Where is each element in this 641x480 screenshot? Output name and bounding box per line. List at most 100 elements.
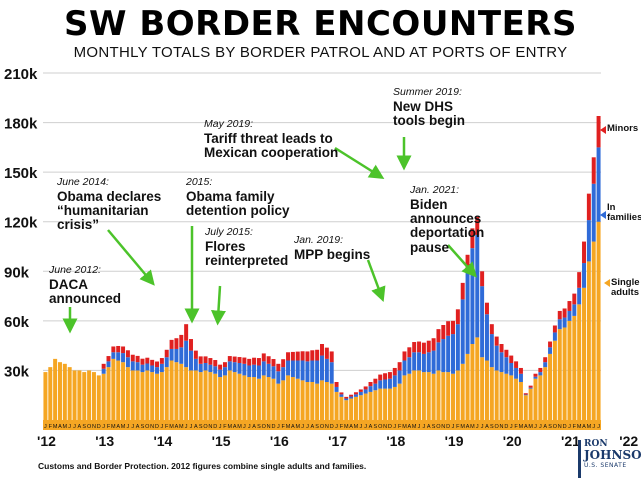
month-tick-label: A: [78, 424, 82, 430]
annotation-arrow: [210, 285, 226, 326]
month-tick-label: A: [369, 424, 373, 430]
month-tick-label: M: [237, 424, 242, 430]
bar-segment-single-adults: [407, 373, 412, 420]
bar-segment-families: [353, 394, 358, 397]
bar-segment-minors: [247, 358, 252, 366]
bar-segment-minors: [145, 357, 150, 364]
bar-segment-single-adults: [543, 367, 548, 420]
bar-segment-minors: [310, 350, 315, 361]
bar-segment-single-adults: [562, 327, 567, 420]
bar-segment-families: [417, 352, 422, 371]
bar-segment-families: [392, 375, 397, 387]
month-tick-label: N: [150, 424, 154, 430]
bar-segment-families: [441, 339, 446, 373]
annotation-tariff-threat-text: Tariff threat leads to Mexican cooperati…: [204, 131, 339, 161]
bar-segment-families: [509, 363, 514, 376]
bar-segment-families: [276, 371, 281, 384]
month-tick-label: N: [383, 424, 387, 430]
annotation-mpp-date: Jan. 2019:: [294, 234, 344, 246]
month-tick-label: A: [485, 424, 489, 430]
bar-segment-single-adults: [334, 391, 339, 420]
month-tick-label: D: [504, 424, 508, 430]
bar-segment-minors: [353, 392, 358, 395]
month-tick-label: A: [291, 424, 295, 430]
bar-segment-minors: [125, 350, 130, 358]
annotation-biden-pause-date: Jan. 2021:: [410, 184, 460, 196]
month-tick-label: A: [543, 424, 547, 430]
bar-segment-minors: [489, 324, 494, 335]
bar-segment-minors: [480, 271, 485, 287]
month-tick-label: A: [194, 424, 198, 430]
bar-segment-single-adults: [324, 382, 329, 420]
bar-segment-single-adults: [373, 390, 378, 420]
bar-segment-single-adults: [159, 372, 164, 420]
y-tick-label: 30k: [4, 363, 30, 380]
bar-segment-single-adults: [87, 370, 92, 420]
bar-segment-minors: [198, 356, 203, 364]
bar-segment-minors: [596, 116, 601, 148]
bar-segment-minors: [174, 338, 179, 349]
bar-segment-minors: [339, 392, 344, 395]
month-tick-label: O: [378, 424, 383, 430]
annotation-daca-text: DACA announced: [49, 277, 122, 307]
month-tick-label: A: [233, 424, 237, 430]
bar-segment-single-adults: [441, 372, 446, 420]
annotation-mpp-text: MPP begins: [294, 247, 371, 263]
bar-segment-families: [363, 389, 368, 394]
year-tick-label: '14: [153, 433, 172, 449]
bar-segment-single-adults: [572, 315, 577, 420]
bar-segment-families: [290, 360, 295, 378]
bar-segment-single-adults: [509, 375, 514, 420]
bar-segment-single-adults: [460, 363, 465, 420]
month-tick-label: S: [141, 424, 145, 430]
month-tick-label: J: [418, 424, 421, 430]
bar-segment-minors: [460, 282, 465, 300]
month-tick-label: M: [460, 424, 465, 430]
bar-segment-minors: [494, 336, 499, 346]
bar-segment-minors: [514, 361, 519, 368]
bar-segment-single-adults: [290, 377, 295, 420]
month-tick-label: J: [102, 424, 105, 430]
bar-segment-families: [548, 347, 553, 354]
bar-segment-minors: [164, 349, 169, 358]
month-tick-label: D: [155, 424, 159, 430]
bar-segment-single-adults: [305, 382, 310, 420]
month-tick-label: J: [190, 424, 193, 430]
bar-segment-families: [577, 287, 582, 305]
bar-segment-minors: [368, 382, 373, 387]
bar-segment-single-adults: [72, 370, 77, 420]
month-tick-label: J: [248, 424, 251, 430]
bar-segment-single-adults: [203, 370, 208, 420]
bar-segment-families: [378, 380, 383, 389]
bar-segment-families: [295, 360, 300, 379]
bar-segment-families: [101, 368, 106, 374]
bar-segment-families: [470, 248, 475, 344]
bar-segment-single-adults: [281, 380, 286, 420]
logo-line-1: RON: [584, 439, 608, 449]
bar-segment-families: [130, 361, 135, 371]
annotation-arrow: [447, 244, 477, 278]
month-tick-label: A: [136, 424, 140, 430]
bar-segment-families: [484, 314, 489, 361]
month-tick-label: J: [127, 424, 130, 430]
bar-segment-minors: [140, 358, 145, 365]
year-tick-label: '12: [37, 433, 56, 449]
legend-single-adults-label: Single adults: [611, 277, 640, 298]
bar-segment-single-adults: [368, 391, 373, 420]
bar-segment-single-adults: [465, 353, 470, 420]
legend-marker-single-adults: [604, 279, 610, 287]
annotation-arrow: [366, 259, 386, 303]
y-tick-label: 180k: [4, 116, 38, 133]
annotation-mpp: Jan. 2019: MPP begins: [294, 234, 374, 263]
bar-segment-minors: [470, 228, 475, 249]
bar-segment-minors: [591, 157, 596, 184]
bar-segment-families: [150, 365, 155, 373]
bar-segment-families: [368, 386, 373, 392]
legend-minors-label: Minors: [607, 123, 639, 134]
bar-segment-minors: [324, 347, 329, 359]
bar-segment-minors: [533, 373, 538, 377]
bar-segment-families: [140, 364, 145, 373]
month-tick-label: J: [131, 424, 134, 430]
bar-segment-families: [538, 372, 543, 376]
month-tick-label: J: [393, 424, 396, 430]
